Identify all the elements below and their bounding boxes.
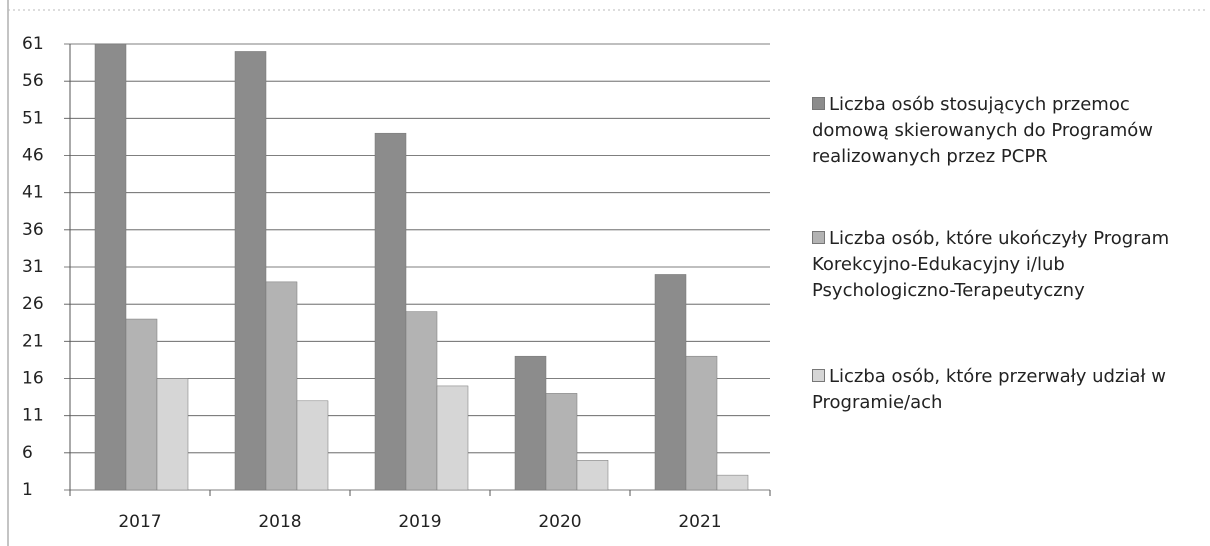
bar <box>234 51 267 491</box>
bar <box>265 281 298 491</box>
x-tick-label: 2018 <box>258 512 301 532</box>
y-tick-label: 46 <box>22 146 44 166</box>
legend-swatch <box>812 97 825 110</box>
y-tick-label: 31 <box>22 257 44 277</box>
bar <box>94 43 127 491</box>
legend-swatch <box>812 231 825 244</box>
legend-item: Liczba osób stosujących przemoc domową s… <box>812 92 1202 170</box>
y-tick-label: 41 <box>22 183 44 203</box>
y-tick-label: 21 <box>22 331 44 351</box>
x-tick-label: 2019 <box>398 512 441 532</box>
legend-item: Liczba osób, które ukończyły Program Kor… <box>812 226 1202 304</box>
y-tick-label: 1 <box>22 480 33 500</box>
y-tick-label: 61 <box>22 34 44 54</box>
bar <box>576 460 609 491</box>
y-tick-label: 36 <box>22 220 44 240</box>
y-tick-label: 16 <box>22 369 44 389</box>
y-tick-label: 6 <box>22 443 33 463</box>
bar <box>654 274 687 491</box>
bar <box>125 318 158 491</box>
bar <box>374 132 407 491</box>
y-tick-label: 56 <box>22 71 44 91</box>
legend-label: Liczba osób, które przerwały udział w Pr… <box>812 366 1166 413</box>
legend-label: Liczba osób stosujących przemoc domową s… <box>812 94 1154 167</box>
bar <box>716 474 749 491</box>
bar <box>545 393 578 491</box>
x-tick-label: 2021 <box>678 512 721 532</box>
y-tick-label: 26 <box>22 294 44 314</box>
y-tick-label: 11 <box>22 406 44 426</box>
x-tick-label: 2017 <box>118 512 161 532</box>
bar <box>405 311 438 491</box>
legend-item: Liczba osób, które przerwały udział w Pr… <box>812 364 1202 416</box>
x-tick-label: 2020 <box>538 512 581 532</box>
bar <box>156 378 189 491</box>
bar <box>436 385 469 491</box>
legend-label: Liczba osób, które ukończyły Program Kor… <box>812 228 1170 301</box>
bar <box>296 400 329 491</box>
bar <box>514 355 547 491</box>
legend-swatch <box>812 369 825 382</box>
bar <box>685 355 718 491</box>
y-tick-label: 51 <box>22 108 44 128</box>
